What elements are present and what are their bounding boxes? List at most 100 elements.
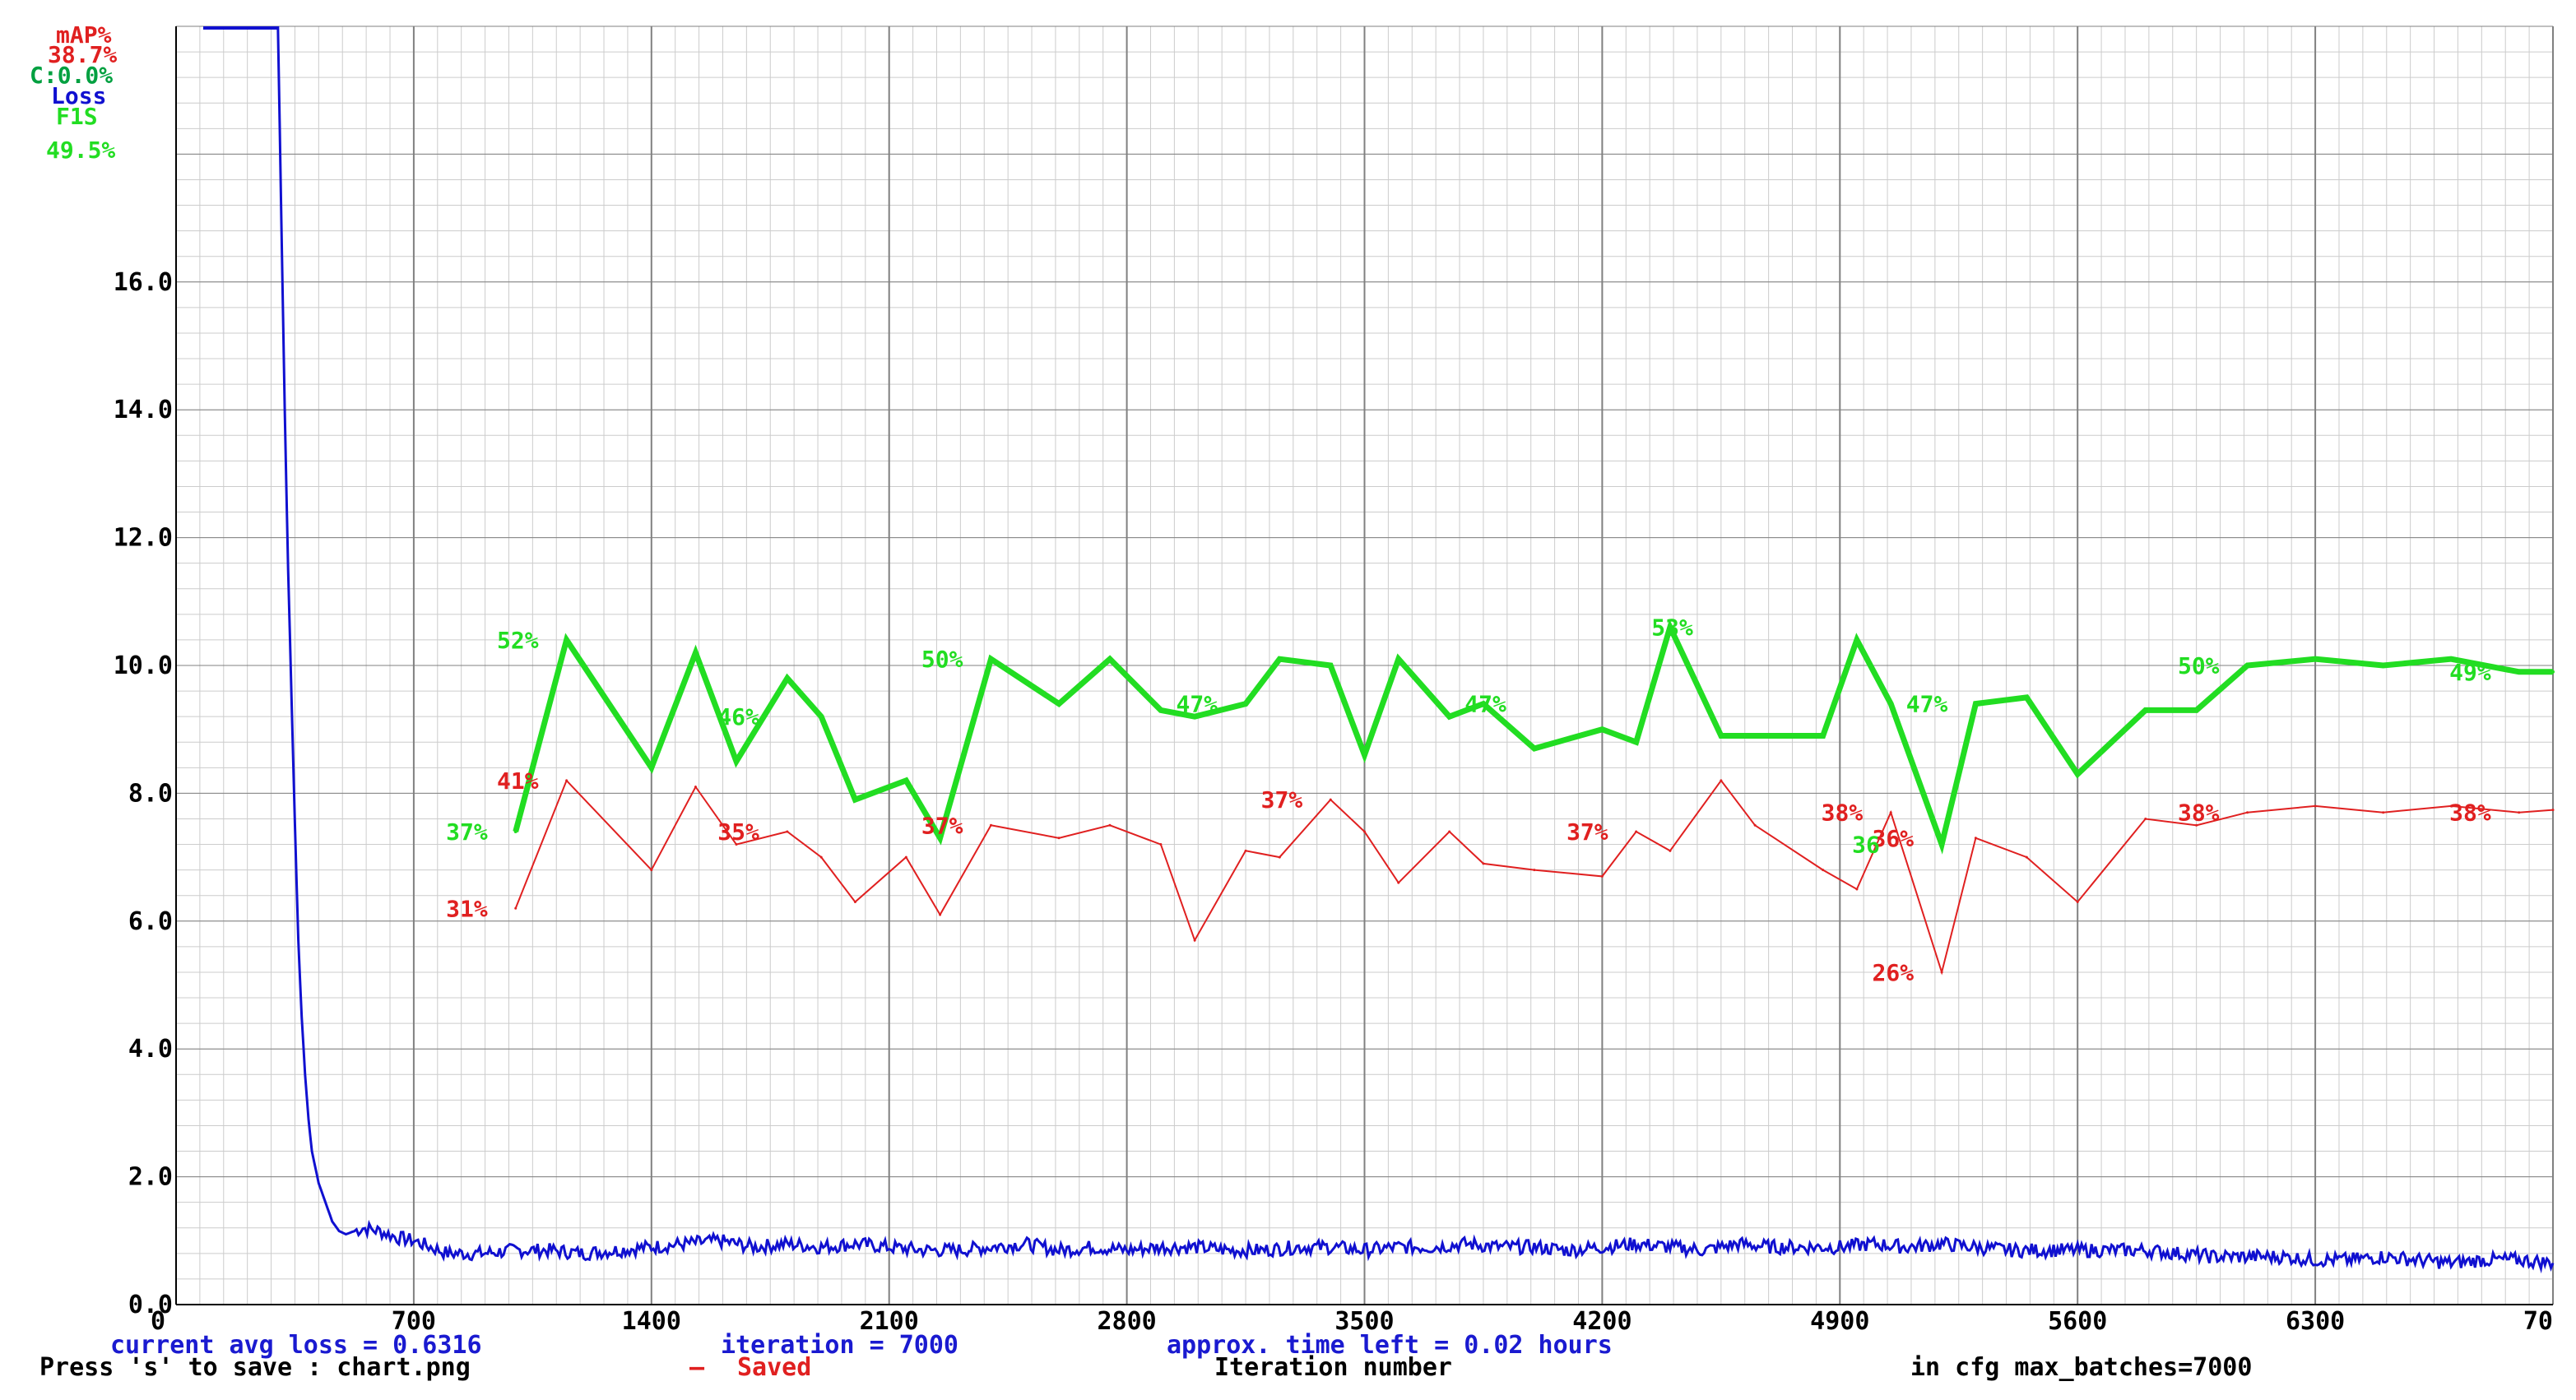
map-point bbox=[2076, 900, 2079, 903]
legend-map-label: mAP% bbox=[56, 21, 112, 49]
map-point bbox=[939, 913, 942, 916]
map-point bbox=[1533, 869, 1536, 872]
f1-point bbox=[938, 836, 942, 840]
current-loss-text: current avg loss = 0.6316 bbox=[110, 1331, 482, 1360]
series bbox=[203, 25, 2555, 1274]
f1-point bbox=[1107, 657, 1112, 661]
map-point bbox=[1855, 888, 1859, 891]
map-point bbox=[853, 900, 856, 903]
max-batches-text: in cfg max_batches=7000 bbox=[1910, 1353, 2252, 1382]
map-point bbox=[1108, 823, 1112, 827]
y-tick-label: 8.0 bbox=[128, 779, 173, 808]
saved-status-text: Saved bbox=[737, 1353, 811, 1382]
map-data-label: 37% bbox=[921, 812, 963, 839]
map-point bbox=[1057, 837, 1061, 840]
map-data-label: 26% bbox=[1873, 959, 1915, 986]
f1-point bbox=[2381, 664, 2385, 667]
saved-dash: — bbox=[689, 1353, 705, 1382]
y-tick-label: 4.0 bbox=[128, 1035, 173, 1064]
map-data-label: 38% bbox=[1822, 800, 1864, 827]
map-point bbox=[650, 869, 653, 872]
f1-point bbox=[1362, 753, 1367, 757]
f1-point bbox=[649, 766, 653, 770]
f1-point bbox=[1854, 637, 1859, 642]
map-point bbox=[1720, 779, 1723, 782]
data-labels: 31% 41% 35% 37% 37% 37% 38% 26% 36% 38% 38% 37% 52% 4… bbox=[446, 614, 2491, 986]
map-point bbox=[1940, 971, 1943, 974]
map-point bbox=[786, 830, 789, 833]
map-point bbox=[1329, 798, 1332, 801]
f1-point bbox=[694, 651, 698, 655]
x-tick-label: 3500 bbox=[1334, 1307, 1394, 1336]
x-tick-label: 0 bbox=[151, 1307, 165, 1336]
f1-data-label: 49% bbox=[2449, 659, 2491, 686]
map-data-label: 37% bbox=[1261, 786, 1303, 814]
y-tick-label: 6.0 bbox=[128, 907, 173, 936]
f1-data-label: 47% bbox=[1176, 691, 1218, 718]
f1-point bbox=[819, 715, 824, 719]
f1-point bbox=[1889, 702, 1893, 706]
x-axis-label: Iteration number bbox=[1214, 1353, 1452, 1382]
f1-point bbox=[2314, 657, 2318, 661]
map-point bbox=[2449, 804, 2453, 808]
f1-point bbox=[2517, 670, 2521, 674]
map-line bbox=[514, 779, 2554, 976]
map-point bbox=[2246, 811, 2249, 814]
f1-point bbox=[564, 637, 569, 642]
f1-point bbox=[904, 778, 908, 782]
x-tick-label: 1400 bbox=[622, 1307, 681, 1336]
f1-point bbox=[1158, 708, 1163, 712]
f1-point bbox=[2025, 695, 2029, 699]
f1-data-label: 50% bbox=[921, 646, 963, 673]
y-tick-label: 14.0 bbox=[114, 396, 173, 424]
map-point bbox=[2025, 855, 2028, 859]
map-point bbox=[1363, 830, 1366, 833]
f1-point bbox=[1057, 702, 1061, 706]
legend-loss-label: Loss bbox=[51, 82, 106, 109]
loss-line bbox=[276, 25, 2555, 1274]
x-tick-label: 5600 bbox=[2048, 1307, 2107, 1336]
map-point bbox=[2195, 823, 2198, 827]
f1-point bbox=[1719, 734, 1723, 738]
f1-point bbox=[513, 830, 518, 834]
legend-map-value: 38.7% bbox=[48, 41, 117, 68]
f1-point bbox=[1532, 747, 1536, 751]
f1-data-label: 50% bbox=[2178, 652, 2220, 679]
f1-data-label: 52% bbox=[497, 627, 539, 654]
y-tick-label: 16.0 bbox=[114, 268, 173, 297]
x-tick-label: 2800 bbox=[1097, 1307, 1156, 1336]
f1-data-label: 46% bbox=[717, 703, 759, 730]
f1-point bbox=[2551, 670, 2555, 674]
x-tick-label: 700 bbox=[392, 1307, 436, 1336]
f1-point bbox=[785, 676, 789, 680]
map-point bbox=[1244, 849, 1247, 852]
map-data-label: 36% bbox=[1873, 825, 1915, 852]
map-data-label: 35% bbox=[717, 818, 759, 846]
f1-point bbox=[2143, 708, 2147, 712]
map-point bbox=[2518, 811, 2521, 814]
map-point bbox=[1635, 830, 1638, 833]
legend-conf-label: C:0.0% bbox=[30, 62, 113, 89]
map-data-label: 31% bbox=[446, 895, 488, 922]
map-point bbox=[1482, 862, 1485, 865]
f1-point bbox=[1634, 740, 1638, 744]
f1-point bbox=[1396, 657, 1400, 661]
f1-point bbox=[2194, 708, 2198, 712]
f1-point bbox=[1244, 702, 1248, 706]
map-point bbox=[2144, 817, 2147, 820]
map-data-label: 38% bbox=[2449, 800, 2491, 827]
f1-data-label: 47% bbox=[1906, 691, 1948, 718]
map-point bbox=[1669, 849, 1672, 852]
map-point bbox=[1822, 869, 1825, 872]
f1-point bbox=[1447, 715, 1451, 719]
f1-point bbox=[1278, 657, 1282, 661]
legend: mAP% 38.7% C:0.0% Loss F1S 49.5% bbox=[30, 21, 117, 164]
f1-point bbox=[853, 798, 857, 802]
f1-data-label: 53% bbox=[1651, 614, 1693, 641]
map-point bbox=[2551, 809, 2555, 812]
f1-data-label: 47% bbox=[1464, 691, 1506, 718]
y-tick-label: 0.0 bbox=[128, 1291, 173, 1319]
f1-point bbox=[1974, 702, 1978, 706]
x-tick-label: 6300 bbox=[2286, 1307, 2345, 1336]
